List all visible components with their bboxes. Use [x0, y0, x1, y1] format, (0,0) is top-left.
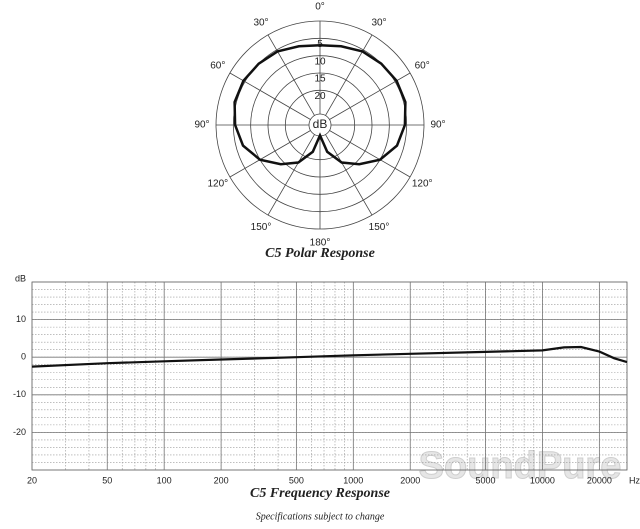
y-tick-label: -10: [13, 389, 26, 399]
x-tick-label: 5000: [475, 475, 495, 485]
theta-tick-label: 30°: [371, 17, 386, 28]
chart-title: C5 Polar Response: [265, 246, 375, 261]
polar-spoke: [229, 72, 311, 120]
y-axis-label: dB: [15, 273, 26, 283]
watermark: SoundPure: [419, 445, 622, 487]
y-tick-label: 10: [16, 314, 26, 324]
x-tick-label: 10000: [530, 475, 555, 485]
response-line: [31, 345, 628, 368]
polar-spoke: [267, 34, 315, 116]
theta-tick-label: 90°: [430, 120, 445, 131]
polar-spoke: [229, 130, 311, 178]
theta-tick-label: 30°: [253, 17, 268, 28]
x-tick-label: 1000: [343, 475, 363, 485]
theta-tick-label: 90°: [194, 120, 209, 131]
x-tick-label: 20: [27, 475, 37, 485]
polar-spoke: [325, 134, 373, 216]
x-tick-label: 200: [214, 475, 229, 485]
theta-tick-label: 180°: [310, 238, 331, 249]
theta-tick-label: 60°: [210, 61, 225, 72]
x-tick-label: 2000: [400, 475, 420, 485]
x-axis-label: Hz: [629, 475, 640, 485]
theta-tick-label: 150°: [251, 222, 272, 233]
theta-tick-label: 0°: [315, 2, 325, 13]
chart-title: C5 Frequency Response: [250, 486, 390, 501]
footnote: Specifications subject to change: [256, 511, 385, 522]
theta-tick-label: 120°: [412, 179, 433, 190]
polar-spoke: [325, 34, 373, 116]
polar-spoke: [329, 72, 411, 120]
y-tick-label: -20: [13, 427, 26, 437]
polar-curve: [233, 44, 407, 166]
r-axis-label: dB: [313, 117, 328, 131]
x-tick-label: 20000: [587, 475, 612, 485]
theta-tick-label: 120°: [207, 179, 228, 190]
polar-spoke: [267, 134, 315, 216]
polar-spoke: [329, 130, 411, 178]
x-tick-label: 50: [102, 475, 112, 485]
theta-tick-label: 60°: [415, 61, 430, 72]
y-tick-label: 0: [21, 352, 26, 362]
plot-frame: [31, 281, 628, 471]
theta-tick-label: 150°: [369, 222, 390, 233]
x-tick-label: 100: [157, 475, 172, 485]
x-tick-label: 500: [289, 475, 304, 485]
